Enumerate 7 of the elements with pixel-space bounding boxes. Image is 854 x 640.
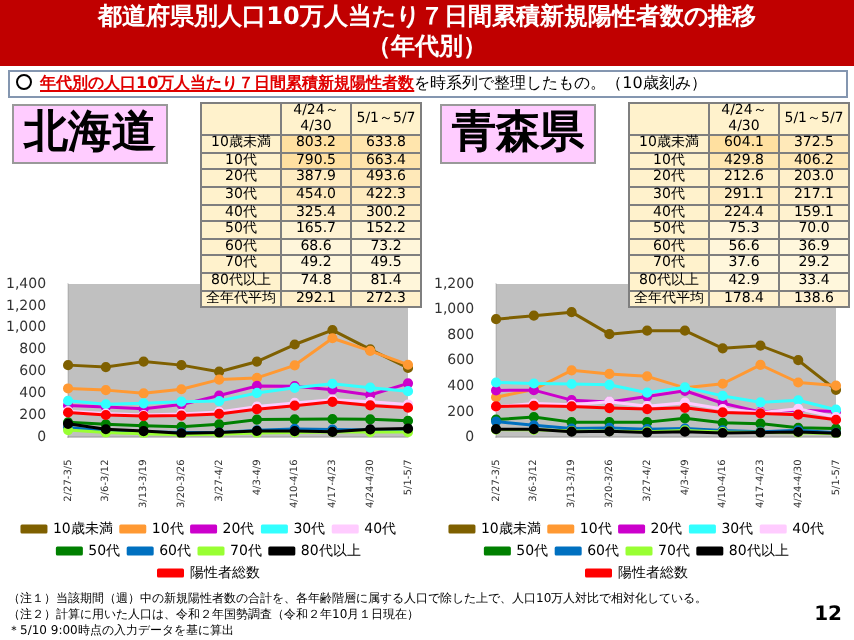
text: 都道府県別人口10万人当たり７日間累積新規陽性者数の推移 [95,2,758,32]
text: を時系列で整理したもの。（10歳刻み） [414,74,707,92]
chart-title: 青森県 [440,104,596,164]
text: 年代別の人口10万人当たり７日間累積新規陽性者数 [40,74,415,92]
text: 12 [814,604,842,626]
text: （年代別） [365,32,489,62]
chart-title: 北海道 [12,104,168,164]
